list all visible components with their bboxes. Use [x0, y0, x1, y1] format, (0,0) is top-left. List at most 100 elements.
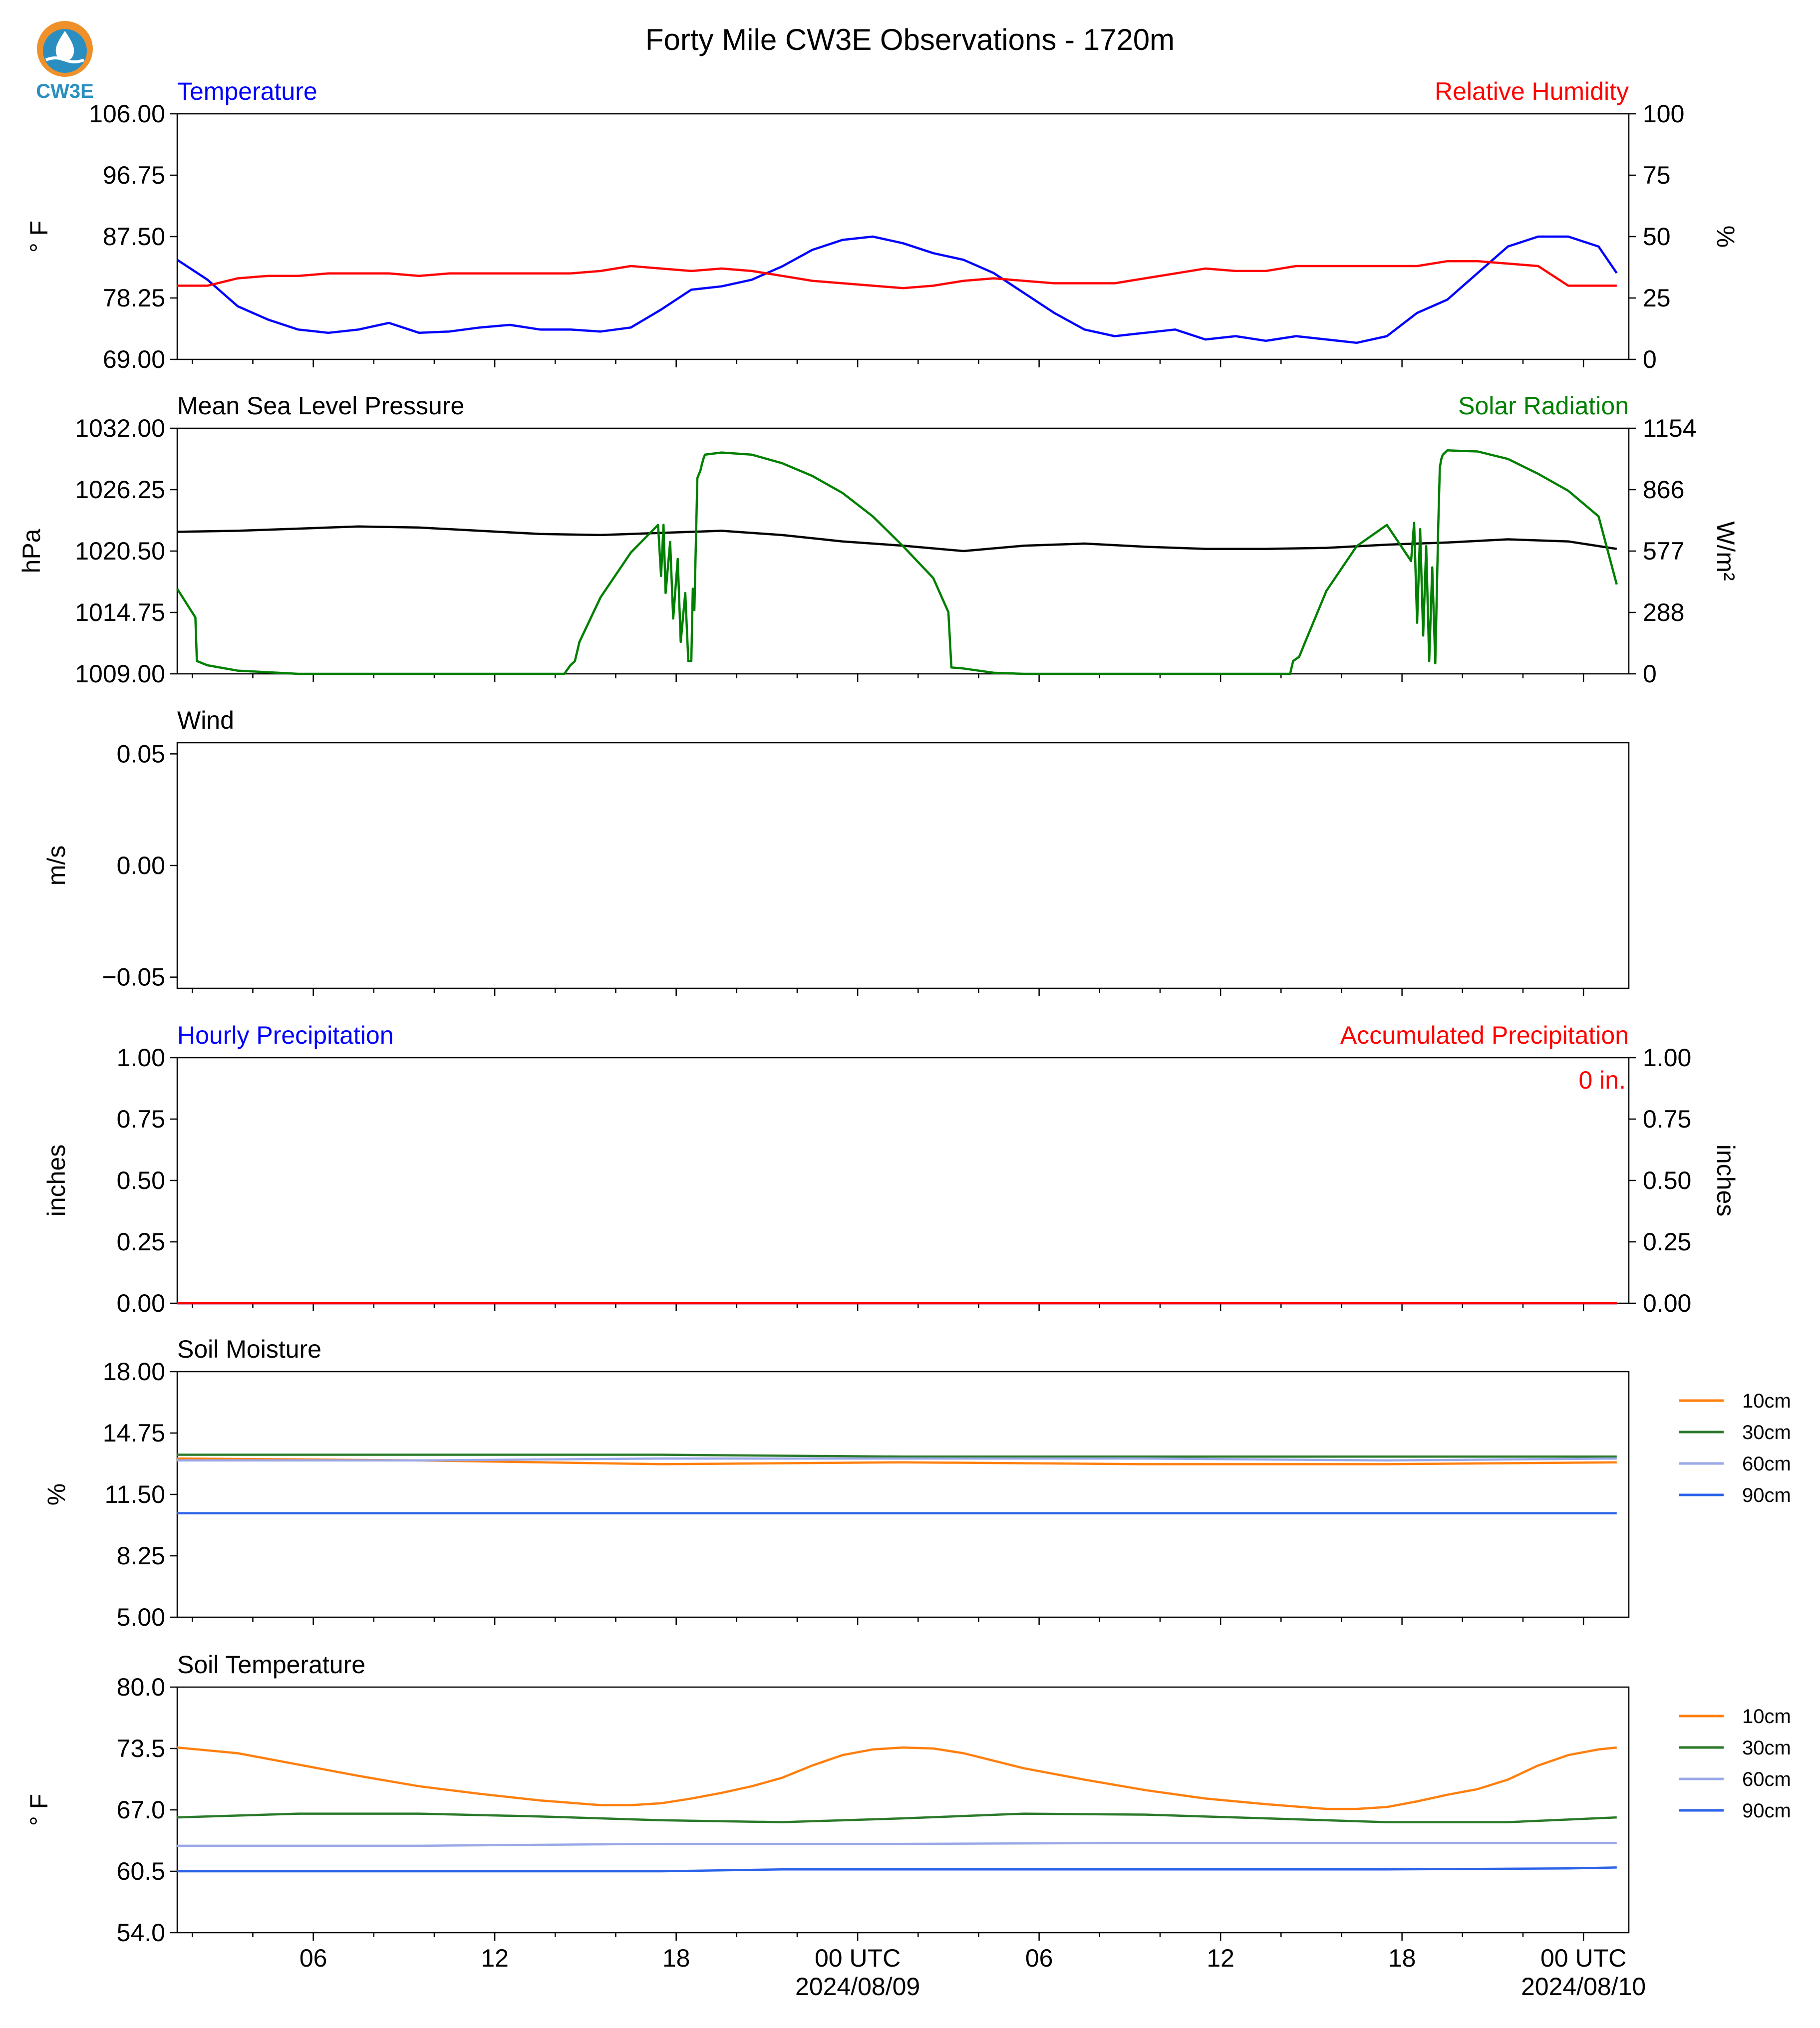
plot-frame	[176, 113, 1630, 360]
y-tick-label: 87.50	[103, 223, 165, 251]
panel-title-left: Mean Sea Level Pressure	[177, 392, 464, 420]
series-line-60cm	[177, 1457, 1617, 1462]
panel-wind: 0.05 0.00 −0.05 Wind m/s	[42, 706, 1630, 996]
panel-title-right: Solar Radiation	[1458, 392, 1629, 420]
legend-label: 60cm	[1742, 1768, 1791, 1790]
x-tick-label: 12	[1207, 1944, 1234, 1972]
y-tick-label: 0.05	[117, 740, 165, 768]
x-tick-label: 18	[1388, 1944, 1416, 1972]
legend-label: 90cm	[1742, 1484, 1791, 1506]
y-right-tick-label: 100	[1643, 100, 1684, 128]
y-tick-label: 106.00	[89, 100, 165, 128]
y-right-tick-label: 0.50	[1643, 1166, 1691, 1194]
y-tick-label: 1026.25	[75, 476, 165, 504]
y-axis-label: ° F	[25, 221, 53, 253]
y-tick-label: 69.00	[103, 345, 165, 373]
series-line-60cm	[177, 1841, 1617, 1847]
y-right-tick-label: 0.75	[1643, 1105, 1691, 1133]
y-tick-label: 73.5	[117, 1735, 165, 1762]
panel-title-right: Relative Humidity	[1435, 77, 1629, 105]
y-tick-label: 54.0	[117, 1919, 165, 1947]
plot-frame	[176, 1371, 1630, 1618]
y-right-tick-label: 0	[1643, 660, 1657, 688]
legend-label: 60cm	[1742, 1453, 1791, 1475]
legend-label: 90cm	[1742, 1800, 1791, 1822]
y-tick-label: 18.00	[103, 1358, 165, 1386]
y-tick-label: 1032.00	[75, 414, 165, 442]
series-line-90cm	[177, 1866, 1617, 1873]
y-right-tick-label: 75	[1643, 161, 1671, 189]
y-tick-label: 1.00	[117, 1044, 165, 1072]
y-right-tick-label: 866	[1643, 476, 1684, 504]
y-tick-label: 96.75	[103, 161, 165, 189]
panel-soil-temperature: 80.0 73.5 67.0 60.5 54.0 Soil Temperature ° F 1…	[25, 1651, 1791, 1947]
chart-panels: 106.00 96.75 87.50 78.25 69.00 100 75 50 25 0 Temp…	[17, 77, 1791, 2001]
y-tick-label: 1009.00	[75, 660, 165, 688]
y-tick-label: 1020.50	[75, 537, 165, 565]
series-line-10cm	[177, 1746, 1617, 1810]
panel-soil-moisture: 18.00 14.75 11.50 8.25 5.00 Soil Moisture% 10c…	[42, 1335, 1791, 1631]
y-tick-label: 0.00	[117, 1289, 165, 1317]
x-tick-label: 00 UTC	[815, 1944, 901, 1972]
y-right-tick-label: 1154	[1643, 414, 1697, 442]
legend-label: 30cm	[1742, 1422, 1791, 1444]
precip-total-annotation: 0 in.	[1578, 1066, 1626, 1094]
series-line-relative-humidity	[177, 260, 1617, 290]
series-line-temperature	[176, 235, 1618, 344]
y-tick-label: 8.25	[117, 1542, 165, 1570]
y-tick-label: 78.25	[103, 284, 165, 312]
x-tick-label: 06	[1025, 1944, 1053, 1972]
x-date-label: 2024/08/10	[1521, 1973, 1646, 2001]
y-tick-label: −0.05	[102, 963, 165, 991]
legend-label: 10cm	[1742, 1706, 1791, 1728]
y-right-axis-label: %	[1712, 226, 1740, 248]
panel-precipitation: 1.00 0.75 0.50 0.25 0.00 1.00 0.75 0.50 0.25 0.00…	[42, 1021, 1740, 1317]
panel-title-right: Accumulated Precipitation	[1340, 1021, 1629, 1049]
panel-temperature-humidity: 106.00 96.75 87.50 78.25 69.00 100 75 50 25 0 Temp…	[25, 77, 1740, 373]
y-right-axis-label: inches	[1712, 1145, 1740, 1217]
y-axis-label: m/s	[42, 846, 70, 886]
y-tick-label: 0.50	[117, 1166, 165, 1194]
y-tick-label: 67.0	[117, 1796, 165, 1824]
panel-title-left: Soil Moisture	[177, 1335, 321, 1363]
y-right-tick-label: 1.00	[1643, 1044, 1691, 1072]
x-tick-label: 06	[300, 1944, 327, 1972]
logo-text: CW3E	[36, 80, 94, 102]
y-right-tick-label: 577	[1643, 537, 1684, 565]
y-right-tick-label: 0	[1643, 345, 1657, 373]
y-right-tick-label: 288	[1643, 598, 1684, 626]
panel-title-left: Soil Temperature	[177, 1651, 365, 1679]
y-right-tick-label: 0.00	[1643, 1289, 1691, 1317]
y-tick-label: 14.75	[103, 1419, 165, 1447]
chart-title: Forty Mile CW3E Observations - 1720m	[645, 23, 1175, 56]
plot-frame	[176, 1686, 1630, 1934]
series-line-30cm	[177, 1453, 1617, 1458]
y-right-tick-label: 25	[1643, 284, 1671, 312]
series-line-solar-radiation	[176, 449, 1618, 675]
y-right-tick-label: 50	[1643, 223, 1671, 251]
x-tick-label: 18	[662, 1944, 690, 1972]
y-tick-label: 0.25	[117, 1228, 165, 1256]
x-tick-label: 12	[481, 1944, 509, 1972]
y-axis-label: %	[42, 1483, 70, 1505]
series-line-mean-sea-level-pressure	[177, 525, 1617, 553]
cw3e-logo: CW3E	[36, 21, 94, 102]
legend-label: 10cm	[1742, 1390, 1791, 1412]
y-tick-label: 0.75	[117, 1105, 165, 1133]
panel-title-left: Temperature	[177, 77, 317, 105]
y-right-tick-label: 0.25	[1643, 1228, 1691, 1256]
panel-pressure-solar: 1032.00 1026.25 1020.50 1014.75 1009.00 1154 8…	[17, 392, 1740, 688]
plot-frame	[176, 1057, 1630, 1304]
series-line-30cm	[177, 1812, 1617, 1823]
plot-frame	[176, 742, 1630, 989]
x-date-label: 2024/08/09	[795, 1973, 920, 2001]
y-tick-label: 80.0	[117, 1673, 165, 1701]
y-axis-label: hPa	[17, 529, 45, 573]
legend-label: 30cm	[1742, 1737, 1791, 1759]
y-tick-label: 11.50	[105, 1480, 165, 1508]
y-axis-label: ° F	[25, 1794, 53, 1826]
y-right-axis-label: W/m²	[1712, 521, 1740, 580]
y-axis-label: inches	[42, 1145, 70, 1217]
x-tick-label: 00 UTC	[1540, 1944, 1626, 1972]
